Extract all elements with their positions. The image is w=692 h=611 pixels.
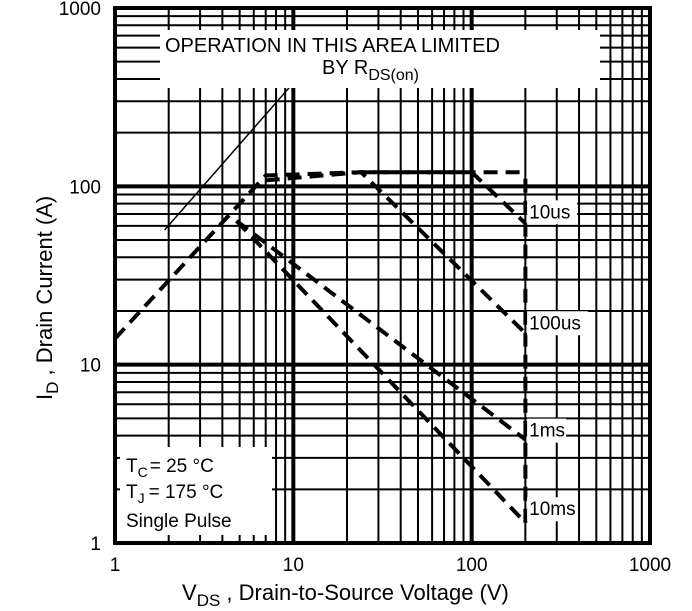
tc-sub: C bbox=[138, 464, 148, 480]
y-tick-label: 1 bbox=[90, 534, 101, 555]
label-layer: 10us 100us 1ms 10ms bbox=[527, 200, 589, 522]
tj-main: T bbox=[126, 482, 138, 503]
soa-curve-10us bbox=[113, 170, 526, 340]
tj-rest: = 175 °C bbox=[149, 482, 224, 503]
tc-main: T bbox=[126, 456, 138, 477]
y-axis-title: ID , Drain Current (A) bbox=[32, 196, 62, 400]
x-tick-label: 100 bbox=[456, 555, 488, 576]
y-title-sub: D bbox=[43, 382, 62, 394]
curve-label-bg bbox=[527, 418, 567, 443]
soa-curve-10us bbox=[361, 170, 527, 225]
y-tick-label: 1000 bbox=[59, 0, 101, 20]
soa-curve-100us bbox=[265, 170, 527, 335]
curve-label-bg bbox=[527, 497, 578, 522]
curve-layer bbox=[113, 82, 528, 525]
plot-frame bbox=[113, 6, 652, 545]
pulse-condition: Single Pulse bbox=[126, 511, 232, 532]
curve-label-10us: 10us bbox=[529, 202, 570, 223]
tc-condition: TC = 25 °C bbox=[126, 456, 214, 480]
y-title-main: I bbox=[32, 394, 57, 400]
curve-label-100us: 100us bbox=[529, 313, 581, 334]
rds-note-box bbox=[160, 30, 600, 88]
tj-sub: J bbox=[138, 490, 145, 506]
soa-curve-10ms bbox=[235, 219, 527, 525]
x-tick-label: 1000 bbox=[629, 555, 671, 576]
rds-pointer-line bbox=[164, 82, 294, 231]
tj-condition: TJ = 175 °C bbox=[126, 482, 223, 506]
x-tick-label: 1 bbox=[110, 555, 121, 576]
x-tick-label: 10 bbox=[283, 555, 304, 576]
grid-layer: 1 10 100 1000 1 10 100 1000 bbox=[59, 0, 671, 576]
conditions-box bbox=[120, 447, 272, 535]
x-axis-title: VDS , Drain-to-Source Voltage (V) bbox=[182, 580, 509, 610]
rds-note-line2: BY RDS(on) bbox=[322, 57, 419, 84]
curve-label-1ms: 1ms bbox=[529, 421, 565, 442]
curve-label-bg bbox=[527, 311, 589, 336]
x-title-main: V bbox=[182, 580, 197, 605]
y-tick-label: 100 bbox=[69, 177, 101, 198]
x-title-sub: DS bbox=[197, 591, 221, 610]
rds-note-sub: DS(on) bbox=[368, 67, 419, 84]
y-title-rest: , Drain Current (A) bbox=[32, 196, 57, 382]
rds-note-by: BY R bbox=[322, 57, 368, 79]
rds-note-line1: OPERATION IN THIS AREA LIMITED bbox=[165, 35, 500, 57]
x-title-rest: , Drain-to-Source Voltage (V) bbox=[220, 580, 509, 605]
y-tick-label: 10 bbox=[80, 356, 101, 377]
soa-curve-1ms bbox=[235, 219, 527, 442]
curve-label-10ms: 10ms bbox=[529, 499, 575, 520]
tc-rest: = 25 °C bbox=[150, 456, 214, 477]
curve-label-bg bbox=[527, 200, 578, 225]
